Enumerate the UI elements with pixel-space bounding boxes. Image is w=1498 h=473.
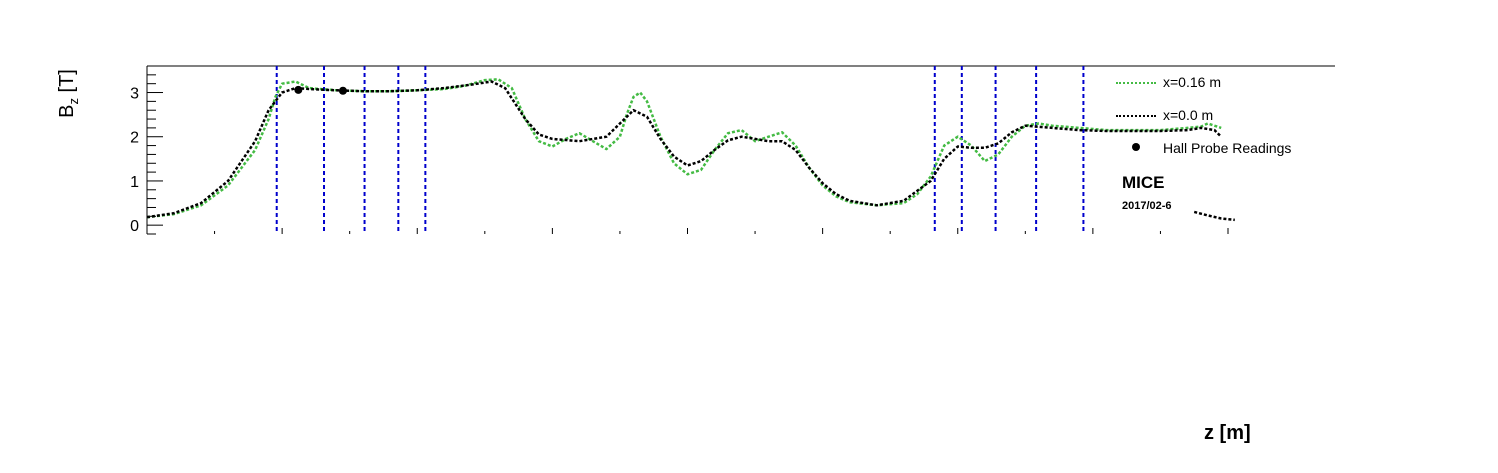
legend-label-green: x=0.16 m: [1163, 74, 1221, 90]
legend: x=0.16 m x=0.0 m Hall Probe Readings: [1112, 70, 1342, 169]
legend-label-black: x=0.0 m: [1163, 107, 1214, 123]
series-x016-line: [147, 78, 1222, 219]
experiment-date: 2017/02-6: [1122, 200, 1172, 212]
y-axis-label-subscript: z: [65, 97, 81, 105]
legend-line-black-icon: [1116, 115, 1156, 117]
y-axis-label-symbol: B: [55, 104, 78, 118]
y-tick-label: 3: [130, 86, 139, 103]
legend-item-green: x=0.16 m: [1112, 70, 1342, 103]
legend-marker-dot-icon: [1132, 143, 1140, 151]
legend-label-hall-probe: Hall Probe Readings: [1163, 140, 1292, 156]
experiment-label: MICE: [1122, 173, 1165, 192]
series-x00-tail-line: [1193, 210, 1235, 222]
y-axis-label: Bz [T]: [48, 58, 88, 128]
y-tick-label: 0: [130, 218, 139, 235]
y-tick-label: 2: [130, 130, 139, 147]
legend-line-green-icon: [1116, 82, 1156, 84]
y-tick-label: 1: [130, 174, 139, 191]
x-axis-label: z [m]: [1204, 422, 1251, 444]
y-axis-label-unit: [T]: [55, 68, 78, 98]
hall-probe-point: [294, 85, 303, 94]
legend-item-black: x=0.0 m: [1112, 103, 1342, 136]
legend-item-hall-probe: Hall Probe Readings: [1112, 136, 1342, 169]
series-x00-line: [147, 80, 1223, 219]
hall-probe-point: [338, 86, 347, 95]
